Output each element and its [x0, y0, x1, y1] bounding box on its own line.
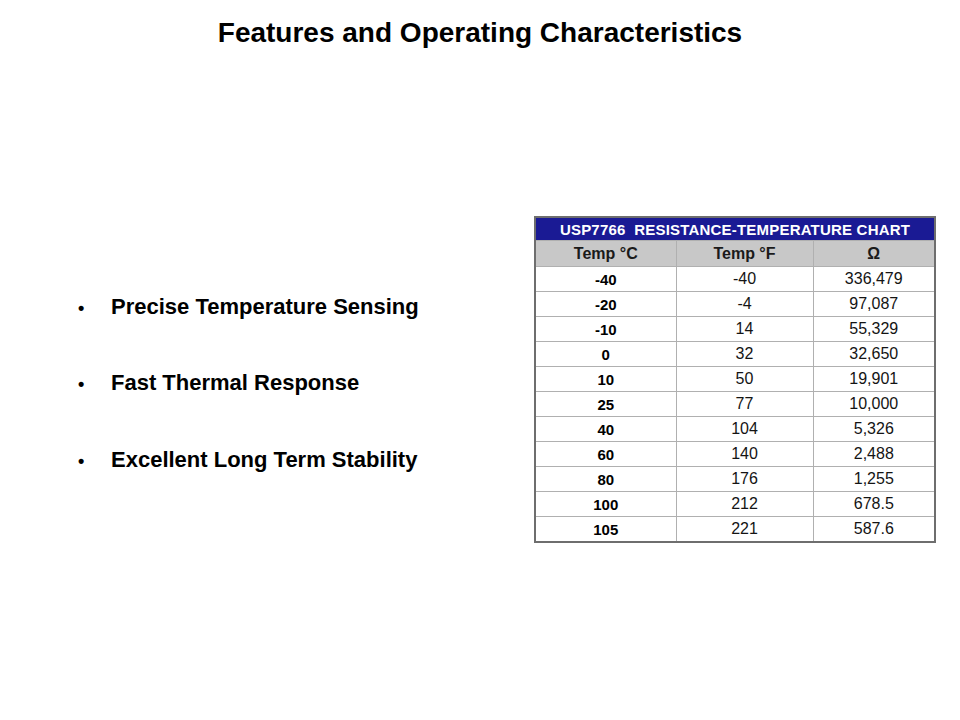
col-header-ohms: Ω: [813, 241, 935, 267]
cell-ohms: 1,255: [813, 467, 935, 492]
cell-ohms: 5,326: [813, 417, 935, 442]
cell-temp-c: 80: [535, 467, 676, 492]
cell-ohms: 10,000: [813, 392, 935, 417]
cell-temp-c: 60: [535, 442, 676, 467]
bullet-dot-icon: •: [78, 451, 111, 472]
table-row: -101455,329: [535, 317, 935, 342]
table-row: 100212678.5: [535, 492, 935, 517]
cell-temp-f: -40: [676, 267, 813, 292]
table-row: 601402,488: [535, 442, 935, 467]
table-row: 03232,650: [535, 342, 935, 367]
table-row: 401045,326: [535, 417, 935, 442]
cell-temp-c: -10: [535, 317, 676, 342]
cell-temp-f: 50: [676, 367, 813, 392]
table-row: 105221587.6: [535, 517, 935, 543]
page-title: Features and Operating Characteristics: [0, 17, 960, 49]
table-title: USP7766 RESISTANCE-TEMPERATURE CHART: [535, 217, 935, 241]
cell-ohms: 678.5: [813, 492, 935, 517]
cell-temp-f: 212: [676, 492, 813, 517]
cell-ohms: 19,901: [813, 367, 935, 392]
table-title-row: USP7766 RESISTANCE-TEMPERATURE CHART: [535, 217, 935, 241]
cell-ohms: 97,087: [813, 292, 935, 317]
cell-ohms: 2,488: [813, 442, 935, 467]
cell-ohms: 55,329: [813, 317, 935, 342]
table-row: 257710,000: [535, 392, 935, 417]
bullet-item: • Fast Thermal Response: [78, 370, 359, 396]
bullet-text: Excellent Long Term Stability: [111, 447, 417, 473]
table-row: 105019,901: [535, 367, 935, 392]
cell-temp-f: 104: [676, 417, 813, 442]
cell-temp-f: -4: [676, 292, 813, 317]
col-header-temp-f: Temp °F: [676, 241, 813, 267]
slide-canvas: Features and Operating Characteristics •…: [0, 0, 960, 720]
cell-temp-c: 0: [535, 342, 676, 367]
cell-temp-c: 25: [535, 392, 676, 417]
cell-temp-c: 100: [535, 492, 676, 517]
cell-temp-f: 176: [676, 467, 813, 492]
table-row: -20-497,087: [535, 292, 935, 317]
cell-temp-c: -20: [535, 292, 676, 317]
cell-ohms: 336,479: [813, 267, 935, 292]
cell-temp-c: 105: [535, 517, 676, 543]
bullet-item: • Precise Temperature Sensing: [78, 294, 419, 320]
table-header-row: Temp °C Temp °F Ω: [535, 241, 935, 267]
cell-temp-f: 77: [676, 392, 813, 417]
cell-temp-c: 40: [535, 417, 676, 442]
resistance-temperature-table: USP7766 RESISTANCE-TEMPERATURE CHART Tem…: [534, 216, 936, 543]
cell-temp-f: 14: [676, 317, 813, 342]
cell-ohms: 587.6: [813, 517, 935, 543]
table-row: -40-40336,479: [535, 267, 935, 292]
bullet-item: • Excellent Long Term Stability: [78, 447, 417, 473]
cell-ohms: 32,650: [813, 342, 935, 367]
bullet-dot-icon: •: [78, 374, 111, 395]
bullet-text: Precise Temperature Sensing: [111, 294, 419, 320]
cell-temp-f: 32: [676, 342, 813, 367]
cell-temp-c: -40: [535, 267, 676, 292]
col-header-temp-c: Temp °C: [535, 241, 676, 267]
table-row: 801761,255: [535, 467, 935, 492]
cell-temp-f: 221: [676, 517, 813, 543]
cell-temp-c: 10: [535, 367, 676, 392]
bullet-text: Fast Thermal Response: [111, 370, 359, 396]
bullet-dot-icon: •: [78, 298, 111, 319]
cell-temp-f: 140: [676, 442, 813, 467]
